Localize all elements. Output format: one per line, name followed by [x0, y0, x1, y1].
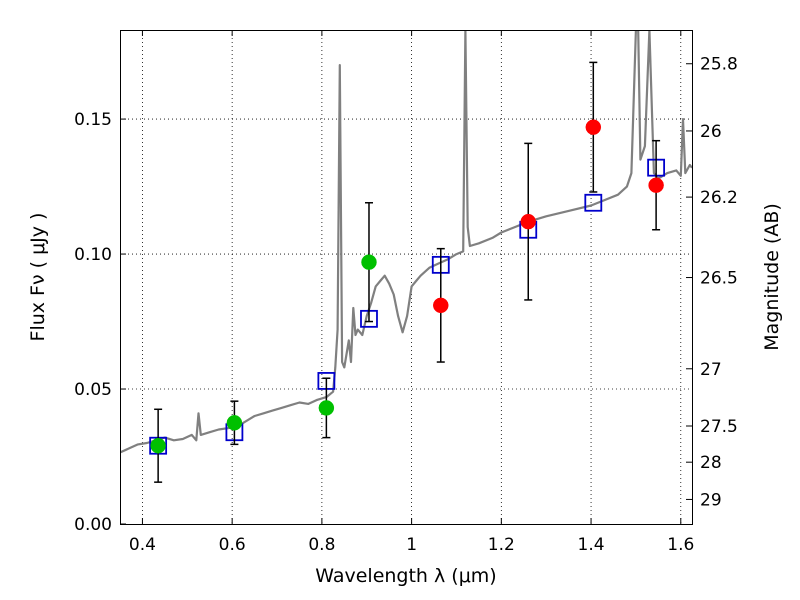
y2-tick-label: 27.5: [700, 417, 738, 437]
x-tick-label: 0.6: [219, 535, 246, 555]
spectrum-line: [120, 30, 692, 454]
optical-detection-point: [361, 254, 377, 270]
y2-tick-label: 26.5: [700, 269, 738, 289]
y-tick-label: 0.05: [74, 380, 112, 400]
optical-detection-point: [318, 400, 335, 416]
grid-lines: [120, 30, 692, 524]
y2-tick-label: 25.8: [700, 55, 738, 75]
nir-detection-point: [520, 213, 537, 230]
y-tick-label: 0.15: [74, 110, 112, 130]
nir-detection-point: [648, 177, 664, 193]
y2-tick-label: 26: [700, 122, 722, 142]
model-photometry-point: [584, 193, 603, 212]
optical-detection-point: [150, 437, 166, 454]
y-tick-label: 0.10: [74, 245, 112, 265]
axis-ticks: 0.4 0.6 0.8 1 1.2 1.4 1.6 0.00 0.05 0.10 0.15 25.8 2…: [74, 30, 738, 555]
x-tick-label: 0.8: [308, 535, 335, 555]
x-tick-label: 1.2: [488, 535, 515, 555]
y-axis-label: Flux Fν ( μJy ): [27, 213, 49, 342]
x-tick-label: 1.6: [667, 535, 694, 555]
y2-tick-label: 26.2: [700, 188, 738, 208]
x-tick-label: 1: [406, 535, 417, 555]
y2-axis-label: Magnitude (AB): [761, 203, 783, 351]
y2-tick-label: 29: [700, 490, 722, 510]
plot-area: [120, 30, 692, 483]
y2-tick-label: 28: [700, 453, 722, 473]
x-tick-label: 1.4: [578, 535, 605, 555]
y-tick-label: 0.00: [74, 515, 112, 535]
x-axis-label: Wavelength λ (μm): [315, 565, 496, 587]
y2-tick-label: 27: [700, 360, 722, 380]
optical-detection-point: [226, 415, 243, 431]
plot-frame: [120, 30, 693, 525]
nir-detection-point: [433, 297, 449, 314]
x-tick-label: 0.4: [129, 535, 156, 555]
nir-detection-point: [585, 119, 602, 135]
